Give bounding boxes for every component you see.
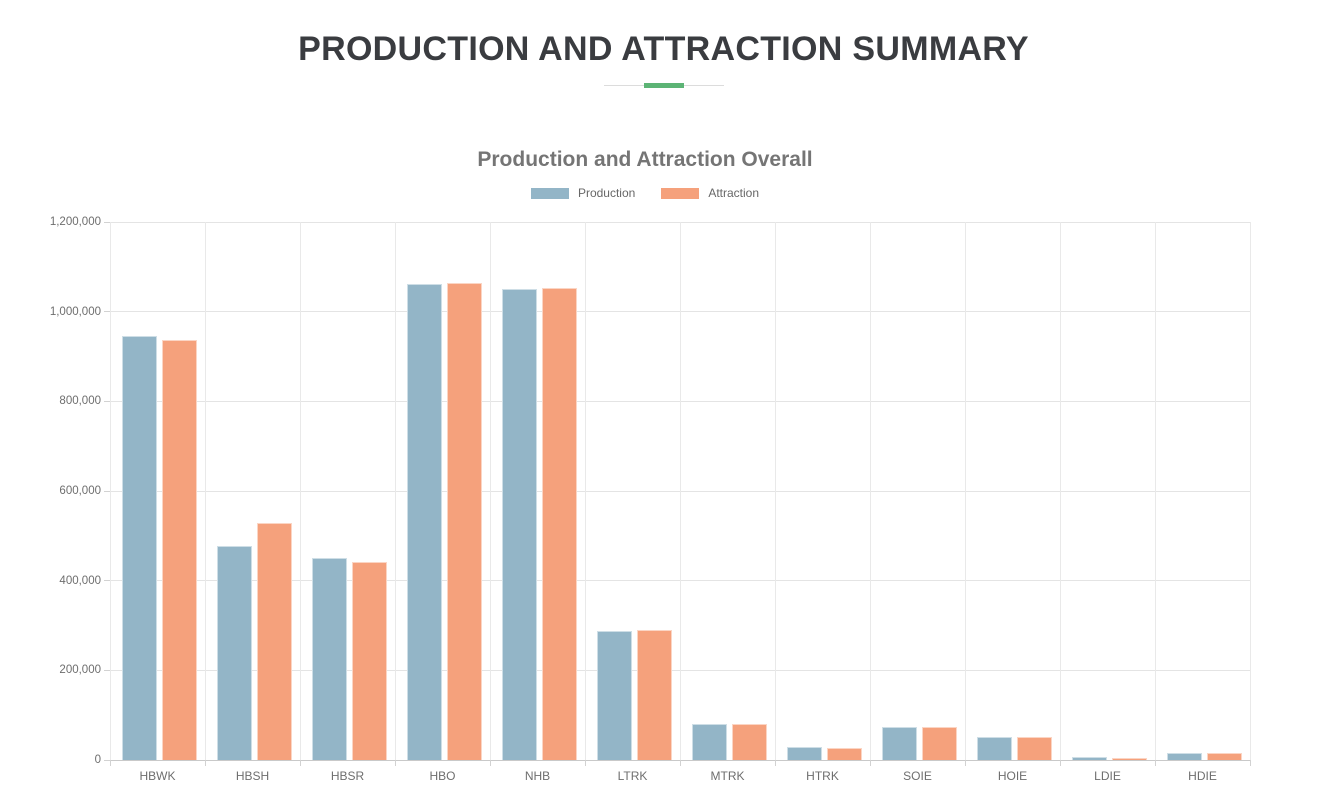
bar-production-hdie[interactable] xyxy=(1167,753,1202,760)
x-tick-label-hbo: HBO xyxy=(429,769,456,783)
bar-production-hbwk[interactable] xyxy=(122,336,157,760)
x-axis-tick xyxy=(1249,760,1251,766)
y-tick-label: 800,000 xyxy=(59,395,101,408)
chart-head: Production and Attraction Overall Produc… xyxy=(0,148,1290,200)
bar-production-hbsr[interactable] xyxy=(312,558,347,760)
x-tick-label-htrk: HTRK xyxy=(806,769,839,783)
grid-vline xyxy=(489,222,491,760)
bar-attraction-hdie[interactable] xyxy=(1207,753,1242,760)
x-tick-label-hoie: HOIE xyxy=(997,769,1028,783)
y-axis-tick xyxy=(104,759,110,761)
grid-vline xyxy=(774,222,776,760)
y-axis-tick xyxy=(104,311,110,313)
legend-swatch-attraction xyxy=(661,187,700,199)
grid-vline xyxy=(394,222,396,760)
grid-vline xyxy=(1249,222,1251,760)
grid-vline xyxy=(1059,222,1061,760)
y-tick-label: 1,000,000 xyxy=(49,305,101,318)
x-tick-label-ltrk: LTRK xyxy=(617,769,648,783)
y-axis-tick xyxy=(104,669,110,671)
divider-accent xyxy=(643,83,684,88)
bar-attraction-hbsh[interactable] xyxy=(257,523,292,760)
x-axis-tick xyxy=(204,760,206,766)
legend-swatch-production xyxy=(530,187,569,199)
x-axis-tick xyxy=(774,760,776,766)
x-tick-label-hbsh: HBSH xyxy=(235,769,270,783)
grid-vline xyxy=(679,222,681,760)
y-tick-label: 0 xyxy=(94,754,101,766)
bar-production-hoie[interactable] xyxy=(977,737,1012,760)
y-axis-tick xyxy=(104,490,110,492)
grid-vline xyxy=(964,222,966,760)
bar-attraction-htrk[interactable] xyxy=(827,747,862,760)
x-axis-tick xyxy=(394,760,396,766)
x-tick-label-hdie: HDIE xyxy=(1188,769,1217,783)
y-tick-label: 600,000 xyxy=(59,485,101,497)
x-axis-tick xyxy=(1154,760,1156,766)
legend-item-attraction[interactable]: Attraction xyxy=(661,186,759,200)
y-axis-tick xyxy=(104,400,110,402)
bar-production-hbsh[interactable] xyxy=(217,546,252,760)
plot-area: 0 200,000 400,000 600,000 800,000 1,000,000 1,… xyxy=(50,216,1251,783)
legend-label-production: Production xyxy=(577,186,636,200)
x-tick-label-mtrk: MTRK xyxy=(710,769,745,783)
chart-title: Production and Attraction Overall xyxy=(477,148,813,171)
bar-production-mtrk[interactable] xyxy=(692,724,727,760)
x-axis-tick xyxy=(869,760,871,766)
bar-attraction-ltrk[interactable] xyxy=(637,630,672,760)
page-title: PRODUCTION AND ATTRACTION SUMMARY xyxy=(298,30,1029,68)
page-header: PRODUCTION AND ATTRACTION SUMMARY xyxy=(0,0,1327,88)
bar-attraction-hbwk[interactable] xyxy=(162,339,197,760)
bar-production-htrk[interactable] xyxy=(787,747,822,760)
divider-line-right xyxy=(683,85,724,86)
y-tick-label: 400,000 xyxy=(59,574,101,587)
x-tick-label-nhb: NHB xyxy=(524,769,551,783)
grid-vline xyxy=(869,222,871,760)
bar-attraction-hbo[interactable] xyxy=(447,283,482,760)
legend-label-attraction: Attraction xyxy=(708,186,760,200)
x-axis-tick xyxy=(489,760,491,766)
grid-vline xyxy=(299,222,301,760)
bar-attraction-hbsr[interactable] xyxy=(352,562,387,760)
chart-legend: Production Attraction xyxy=(0,186,1290,200)
bar-production-ldie[interactable] xyxy=(1072,757,1107,760)
y-axis-tick xyxy=(104,221,110,223)
grid-vline xyxy=(1154,222,1156,760)
x-axis-tick xyxy=(299,760,301,766)
divider-line-left xyxy=(603,85,644,86)
bar-production-nhb[interactable] xyxy=(502,288,537,760)
x-tick-label-hbwk: HBWK xyxy=(139,769,176,783)
x-axis-tick xyxy=(109,760,111,766)
y-tick-label: 1,200,000 xyxy=(49,216,101,228)
bar-production-hbo[interactable] xyxy=(407,283,442,760)
bar-attraction-hoie[interactable] xyxy=(1017,737,1052,760)
bar-production-ltrk[interactable] xyxy=(597,630,632,760)
grid-vline xyxy=(109,222,111,760)
y-tick-label: 200,000 xyxy=(59,664,101,677)
x-axis-tick xyxy=(679,760,681,766)
bar-attraction-soie[interactable] xyxy=(922,727,957,760)
bar-attraction-nhb[interactable] xyxy=(542,287,577,760)
x-tick-label-soie: SOIE xyxy=(903,769,932,783)
x-axis-tick xyxy=(584,760,586,766)
bar-attraction-ldie[interactable] xyxy=(1112,757,1147,760)
x-axis-tick xyxy=(1059,760,1061,766)
grid-vline xyxy=(584,222,586,760)
x-tick-label-hbsr: HBSR xyxy=(330,769,365,783)
x-axis-tick xyxy=(964,760,966,766)
bar-production-soie[interactable] xyxy=(882,727,917,760)
grid-vline xyxy=(204,222,206,760)
legend-item-production[interactable]: Production xyxy=(530,186,636,200)
y-axis-tick xyxy=(104,580,110,582)
title-divider xyxy=(603,83,724,88)
bar-attraction-mtrk[interactable] xyxy=(732,724,767,760)
x-tick-label-ldie: LDIE xyxy=(1094,769,1121,783)
